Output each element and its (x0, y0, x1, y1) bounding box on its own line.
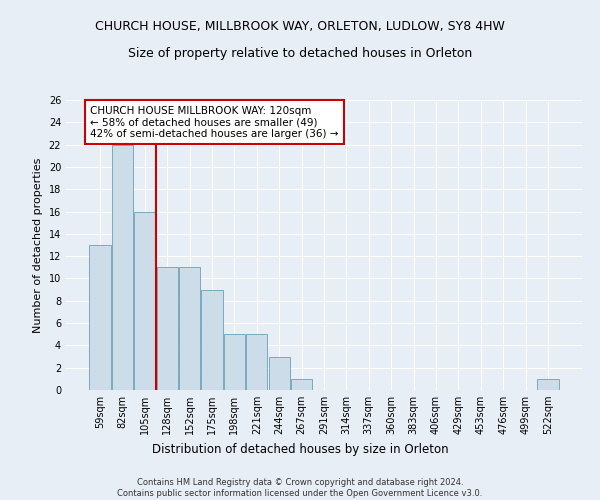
Text: CHURCH HOUSE MILLBROOK WAY: 120sqm
← 58% of detached houses are smaller (49)
42%: CHURCH HOUSE MILLBROOK WAY: 120sqm ← 58%… (90, 106, 338, 139)
Bar (112, 144, 133, 390)
Bar (89, 245, 111, 390)
Bar (537, 379, 559, 390)
Bar (269, 356, 290, 390)
Bar (157, 268, 178, 390)
Bar (134, 212, 155, 390)
Text: Size of property relative to detached houses in Orleton: Size of property relative to detached ho… (128, 48, 472, 60)
Text: Distribution of detached houses by size in Orleton: Distribution of detached houses by size … (152, 442, 448, 456)
Text: CHURCH HOUSE, MILLBROOK WAY, ORLETON, LUDLOW, SY8 4HW: CHURCH HOUSE, MILLBROOK WAY, ORLETON, LU… (95, 20, 505, 33)
Bar (224, 334, 245, 390)
Bar (246, 334, 268, 390)
Y-axis label: Number of detached properties: Number of detached properties (33, 158, 43, 332)
Bar (179, 268, 200, 390)
Bar (291, 379, 312, 390)
Bar (202, 290, 223, 390)
Text: Contains HM Land Registry data © Crown copyright and database right 2024.
Contai: Contains HM Land Registry data © Crown c… (118, 478, 482, 498)
